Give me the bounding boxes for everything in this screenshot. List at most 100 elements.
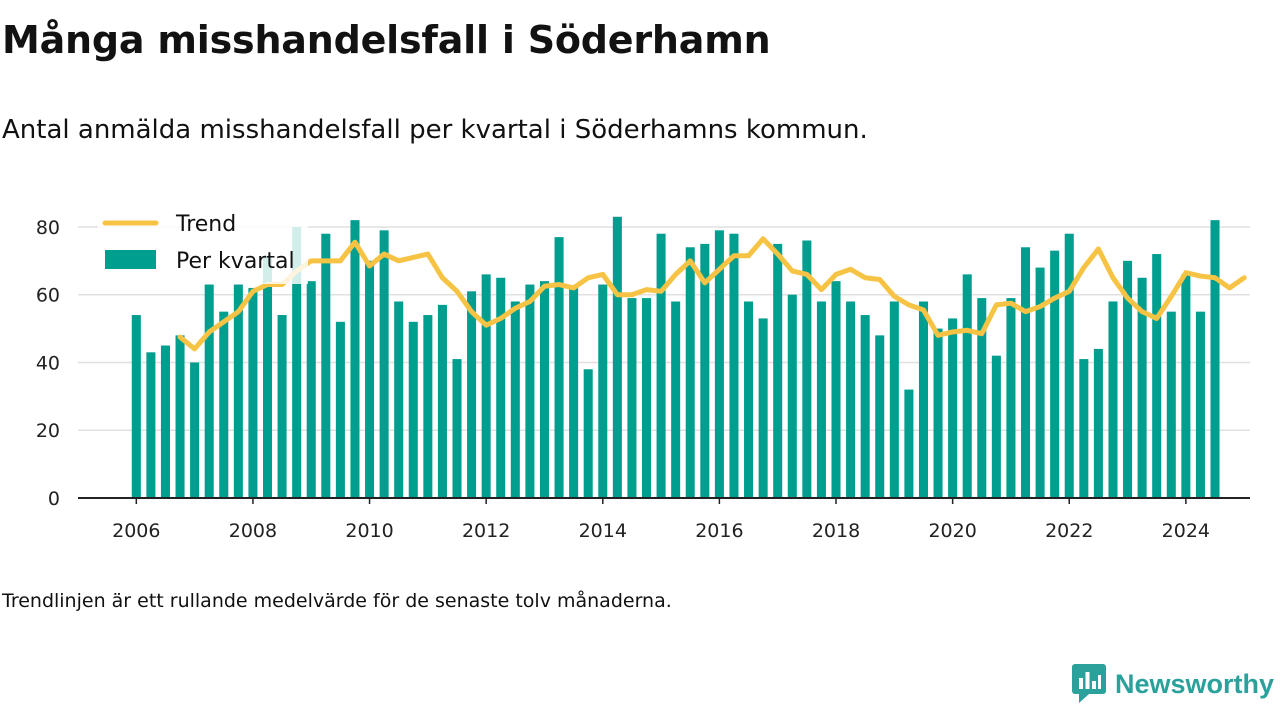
bar [744,301,754,498]
bar [700,243,710,498]
bar [248,287,258,498]
bar [190,362,200,498]
bar [860,315,870,498]
trend-line [177,236,1247,352]
bar [1093,348,1103,498]
bar [1050,250,1060,498]
bar [656,233,666,498]
bar [1108,301,1118,498]
bar [1064,233,1074,498]
bar [598,284,608,498]
x-tick-label: 2020 [928,520,976,542]
bar [452,359,462,498]
bar [1123,260,1133,498]
bar [131,315,141,498]
bar [1006,298,1016,498]
bar [612,216,622,498]
bar [306,281,316,498]
x-tick-label: 2010 [345,520,393,542]
bar [233,284,243,498]
bar [437,304,447,498]
y-axis-tick-labels: 0 20 40 60 80 [36,217,60,510]
trend-series [177,236,1247,352]
bar [394,301,404,498]
bar [948,318,958,498]
bar [685,247,695,498]
bar [335,321,345,498]
legend-bar-label: Per kvartal [176,249,295,274]
y-tick-label: 20 [36,420,60,442]
bar [1035,267,1045,498]
bar [729,233,739,498]
legend: Trend Per kvartal [98,204,308,284]
x-tick-label: 2014 [579,520,627,542]
bar [277,315,287,498]
x-tick-label: 2022 [1045,520,1093,542]
newsworthy-logo-icon [1071,664,1106,703]
bar-series [131,216,1220,499]
bar [292,226,302,498]
bar [962,274,972,498]
bar [175,335,185,498]
x-tick-label: 2024 [1162,520,1210,542]
chart-title: Många misshandelsfall i Söderhamn [2,18,771,62]
bar [1181,274,1191,498]
brand-logo[interactable]: Newsworthy [1071,664,1274,704]
bar [408,321,418,498]
bar [773,243,783,498]
bar [889,301,899,498]
bar [918,301,928,498]
bar [219,311,229,498]
bar [160,345,170,498]
bar [933,328,943,498]
bar [1079,359,1089,498]
bar [1152,254,1162,498]
x-axis: 2006 2008 2010 2012 2014 2016 2018 2020 2022 2024 [78,497,1250,542]
x-tick-label: 2008 [229,520,277,542]
bar [977,298,987,498]
bar [787,294,797,498]
bar [1166,311,1176,498]
x-tick-label: 2012 [462,520,510,542]
bar [423,315,433,498]
bar [831,281,841,498]
bar [627,298,637,498]
bar [1210,220,1220,498]
bar [510,301,520,498]
bar [321,233,331,498]
bar [904,389,914,498]
bar [991,355,1001,498]
bar [204,284,214,498]
bar [1195,311,1205,498]
x-tick-label: 2016 [695,520,743,542]
bar [802,240,812,499]
legend-trend-label: Trend [175,212,236,237]
y-tick-label: 80 [36,217,60,239]
bar [846,301,856,498]
bar [875,335,885,498]
bar [816,301,826,498]
bar [365,260,375,498]
bar [714,230,724,498]
bar [569,287,579,498]
x-tick-label: 2018 [812,520,860,542]
bar [262,257,273,498]
bar [496,277,506,498]
y-tick-label: 0 [48,488,60,510]
chart-subtitle: Antal anmälda misshandelsfall per kvarta… [2,115,868,145]
bar [379,230,389,498]
bar [758,318,768,498]
bar [1137,277,1147,498]
bar [1020,247,1031,498]
bar [641,298,652,498]
legend-backdrop [98,204,308,284]
legend-bar-swatch [105,250,156,269]
bar [146,352,156,498]
bar [539,281,549,498]
y-tick-label: 60 [36,285,60,307]
brand-name: Newsworthy [1114,668,1274,699]
bar [467,291,477,498]
bar [481,274,491,498]
x-tick-label: 2006 [112,520,160,542]
